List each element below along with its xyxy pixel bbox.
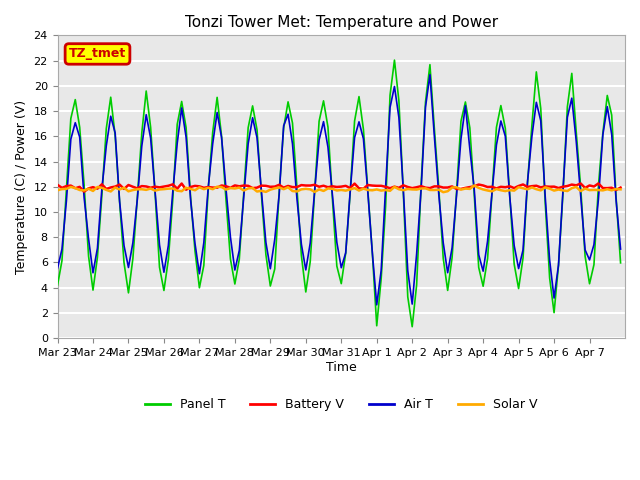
Text: TZ_tmet: TZ_tmet (69, 48, 126, 60)
Y-axis label: Temperature (C) / Power (V): Temperature (C) / Power (V) (15, 100, 28, 274)
Legend: Panel T, Battery V, Air T, Solar V: Panel T, Battery V, Air T, Solar V (140, 393, 543, 416)
Title: Tonzi Tower Met: Temperature and Power: Tonzi Tower Met: Temperature and Power (185, 15, 498, 30)
X-axis label: Time: Time (326, 360, 356, 374)
